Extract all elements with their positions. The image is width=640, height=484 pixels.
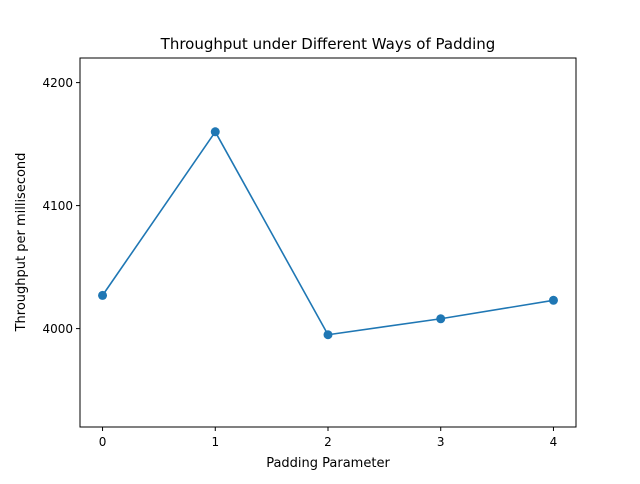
data-point bbox=[548, 295, 558, 305]
x-axis-label: Padding Parameter bbox=[266, 456, 390, 471]
data-point bbox=[323, 330, 333, 340]
series-layer bbox=[98, 127, 558, 340]
plot-frame bbox=[79, 57, 577, 428]
x-tick-label: 4 bbox=[550, 435, 558, 449]
y-tick-label: 4100 bbox=[42, 199, 73, 213]
x-tick-label: 1 bbox=[211, 435, 219, 449]
data-point bbox=[98, 290, 108, 300]
y-tick-label: 4000 bbox=[42, 322, 73, 336]
axis-ticks: 0 1 2 3 4 4000 4100 4200 bbox=[42, 76, 557, 449]
x-tick-label: 2 bbox=[324, 435, 332, 449]
x-tick-label: 3 bbox=[437, 435, 445, 449]
data-point bbox=[436, 314, 446, 324]
y-tick-label: 4200 bbox=[42, 76, 73, 90]
chart-title: Throughput under Different Ways of Paddi… bbox=[160, 35, 496, 53]
x-tick-label: 0 bbox=[99, 435, 107, 449]
data-point bbox=[210, 127, 220, 137]
y-axis-label: Throughput per millisecond bbox=[14, 153, 29, 333]
